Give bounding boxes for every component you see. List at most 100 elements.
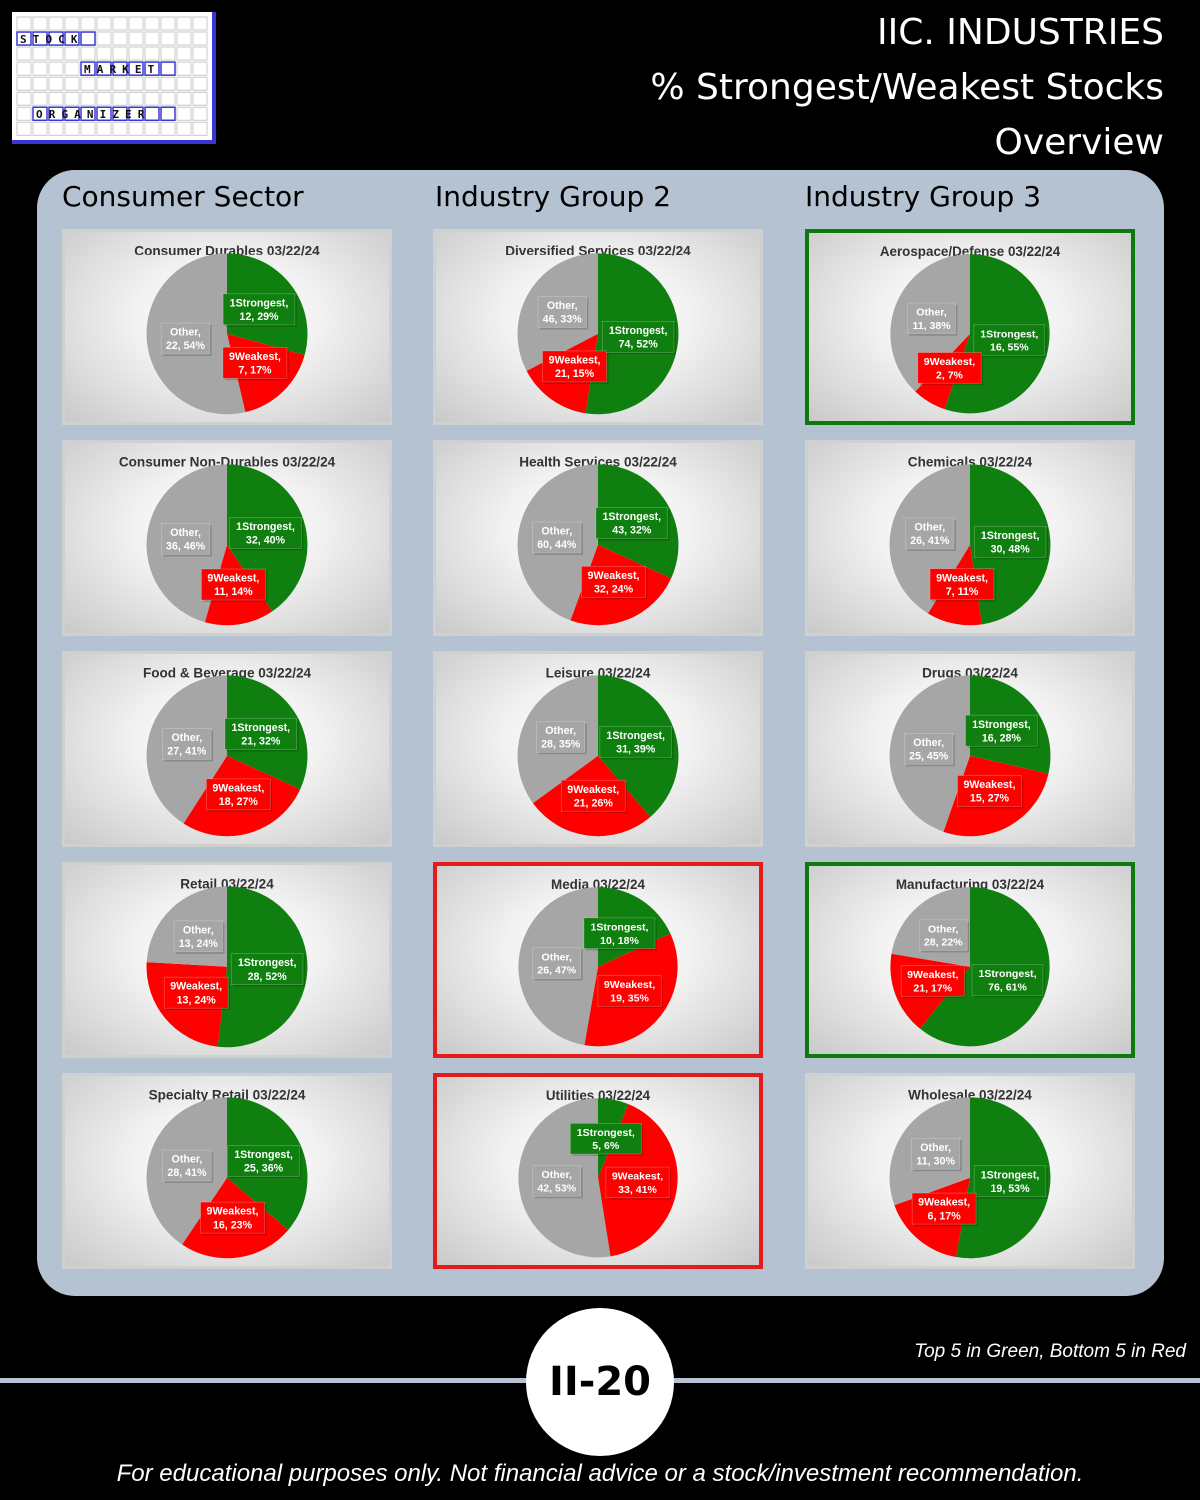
- data-label-weakest: 9Weakest,11, 14%: [201, 568, 268, 602]
- label-value: 7, 11%: [946, 586, 979, 598]
- label-value: 25, 45%: [909, 750, 949, 762]
- label-name: 9Weakest,: [604, 979, 655, 991]
- label-name: 1Strongest,: [232, 722, 291, 734]
- data-label-strongest: 1Strongest, 12, 29%: [222, 293, 297, 327]
- column-heading-consumer-sector: Consumer Sector: [62, 180, 304, 213]
- data-label-weakest: 9Weakest,6, 17%: [911, 1192, 979, 1227]
- label-value: 13, 24%: [177, 994, 217, 1006]
- data-label-weakest: 9Weakest, 18, 27%: [206, 778, 273, 812]
- pie-chart: Leisure 03/22/24 1Strongest,31, 39% 9Weake…: [517, 665, 679, 837]
- data-label-weakest: 9Weakest,21, 26%: [560, 779, 628, 814]
- label-value: 74, 52%: [619, 339, 659, 351]
- label-name: Other,: [920, 1142, 951, 1154]
- label-name: 9Weakest,: [212, 782, 264, 794]
- data-label-other: Other, 26, 47%: [532, 947, 583, 981]
- label-name: Other,: [183, 924, 214, 936]
- data-label-strongest: 1Strongest, 43, 32%: [595, 507, 670, 541]
- label-name: 9Weakest,: [567, 784, 619, 796]
- label-value: 12, 29%: [239, 311, 279, 323]
- data-label-other: Other,11, 30%: [911, 1137, 962, 1172]
- chart-title: Leisure 03/22/24: [546, 665, 651, 680]
- logo-word-market: MARKET: [80, 61, 176, 76]
- data-label-other: Other, 11, 38%: [907, 302, 958, 336]
- pie-chart: Utilities 03/22/24 1Strongest,5, 6% 9Weake…: [518, 1088, 678, 1258]
- label-name: 9Weakest,: [612, 1171, 663, 1183]
- data-label-other: Other,26, 41%: [905, 517, 956, 551]
- pie-chart: Chemicals 03/22/24 1Strongest,30, 48% 9Wea…: [889, 454, 1051, 626]
- pie-chart: Consumer Non-Durables 03/22/24 1Strongest…: [119, 454, 336, 626]
- data-label-other: Other, 36, 46%: [161, 523, 212, 557]
- label-value: 16, 23%: [213, 1219, 253, 1231]
- pie-chart: Diversified Services 03/22/24 1Strongest,…: [505, 243, 691, 415]
- label-value: 15, 27%: [970, 793, 1010, 805]
- data-label-strongest: 1Strongest,5, 6%: [569, 1123, 644, 1156]
- disclaimer-text: For educational purposes only. Not finan…: [116, 1460, 1084, 1487]
- data-label-strongest: 1Strongest, 16, 55%: [973, 324, 1047, 358]
- label-name: 9Weakest,: [207, 1206, 259, 1218]
- pie-chart-card-utilities: Utilities 03/22/24 1Strongest, 5, 6% 9Weake…: [433, 1073, 763, 1269]
- column-heading-industry-group-2: Industry Group 2: [435, 180, 672, 213]
- label-value: 13, 24%: [179, 938, 219, 950]
- label-value: 32, 24%: [594, 584, 634, 596]
- data-label-other: Other,28, 41%: [162, 1149, 214, 1184]
- label-name: Other,: [541, 526, 572, 538]
- label-name: 1Strongest,: [981, 530, 1040, 542]
- data-label-other: Other, 27, 41%: [162, 728, 214, 762]
- pie-chart-card-manufacturing: Manufacturing 03/22/24 1Strongest, 76, 61%…: [805, 862, 1135, 1058]
- chart-title: Food & Beverage 03/22/24: [143, 665, 312, 680]
- label-name: 9Weakest,: [170, 981, 222, 993]
- label-name: 1Strongest,: [236, 521, 295, 533]
- label-value: 16, 28%: [982, 732, 1022, 744]
- data-label-strongest: 1Strongest, 32, 40%: [229, 517, 304, 551]
- pie-chart: Media 03/22/24 1Strongest, 10, 18% 9Weakest…: [518, 877, 678, 1047]
- label-name: 9Weakest,: [936, 572, 988, 584]
- chart-title: Manufacturing 03/22/24: [896, 877, 1045, 892]
- pie-chart-card-consumer: Consumer Non-Durables 03/22/24 1Strongest…: [62, 440, 392, 636]
- chart-title: Utilities 03/22/24: [546, 1088, 651, 1103]
- data-label-strongest: 1Strongest,31, 39%: [599, 726, 674, 760]
- pie-chart-card-wholesale: Wholesale 03/22/24 1Strongest, 19, 53% 9Wea…: [805, 1073, 1135, 1269]
- pie-chart-card-aerospacedefense: Aerospace/Defense 03/22/24 1Strongest, 16,…: [805, 229, 1135, 425]
- logo-word-text: ORGANIZER: [36, 108, 151, 121]
- label-name: Other,: [170, 527, 201, 539]
- chart-title: Chemicals 03/22/24: [908, 454, 1033, 469]
- chart-title: Media 03/22/24: [551, 877, 645, 892]
- data-label-weakest: 9Weakest, 7, 11%: [929, 568, 996, 602]
- pie-chart-card-health: Health Services 03/22/24 1Strongest, 43, 3…: [433, 440, 763, 636]
- label-value: 46, 33%: [543, 314, 583, 326]
- data-label-strongest: 1Strongest, 28, 52%: [230, 953, 305, 987]
- label-name: 9Weakest,: [229, 351, 281, 363]
- label-name: 9Weakest,: [907, 969, 958, 981]
- label-value: 31, 39%: [616, 743, 656, 755]
- label-value: 21, 26%: [574, 797, 614, 809]
- label-value: 42, 53%: [537, 1183, 576, 1195]
- label-value: 43, 32%: [612, 525, 652, 537]
- data-label-other: Other,28, 35%: [536, 720, 587, 755]
- label-name: 1Strongest,: [981, 1169, 1040, 1181]
- data-label-other: Other,25, 45%: [904, 733, 955, 767]
- pie-chart-card-diversified: Diversified Services 03/22/24 1Strongest,…: [433, 229, 763, 425]
- label-value: 32, 40%: [246, 535, 286, 547]
- label-value: 5, 6%: [592, 1140, 620, 1152]
- label-value: 7, 17%: [238, 364, 272, 376]
- label-name: 1Strongest,: [603, 511, 662, 523]
- pie-chart: Aerospace/Defense 03/22/24 1Strongest, 16,…: [880, 244, 1061, 414]
- label-name: 1Strongest,: [230, 297, 289, 309]
- label-value: 2, 7%: [936, 369, 964, 381]
- label-name: Other,: [545, 725, 576, 737]
- label-name: 9Weakest,: [924, 356, 975, 368]
- chart-title: Consumer Non-Durables 03/22/24: [119, 454, 336, 469]
- label-name: 9Weakest,: [207, 573, 259, 585]
- data-label-weakest: 9Weakest,2, 7%: [917, 352, 984, 386]
- label-name: Other,: [170, 327, 201, 339]
- label-value: 60, 44%: [537, 539, 577, 551]
- label-name: 9Weakest,: [549, 355, 601, 367]
- data-label-weakest: 9Weakest,7, 17%: [222, 346, 289, 381]
- chart-title: Drugs 03/22/24: [922, 665, 1018, 680]
- page-title-line-1: IIC. INDUSTRIES: [877, 12, 1164, 53]
- chart-title: Retail 03/22/24: [180, 876, 274, 891]
- column-heading-industry-group-3: Industry Group 3: [805, 180, 1042, 213]
- data-label-weakest: 9Weakest,13, 24%: [163, 976, 231, 1011]
- pie-chart: Food & Beverage 03/22/24 1Strongest, 21, 3…: [143, 665, 312, 837]
- logo-word-text: STOCK: [20, 33, 84, 46]
